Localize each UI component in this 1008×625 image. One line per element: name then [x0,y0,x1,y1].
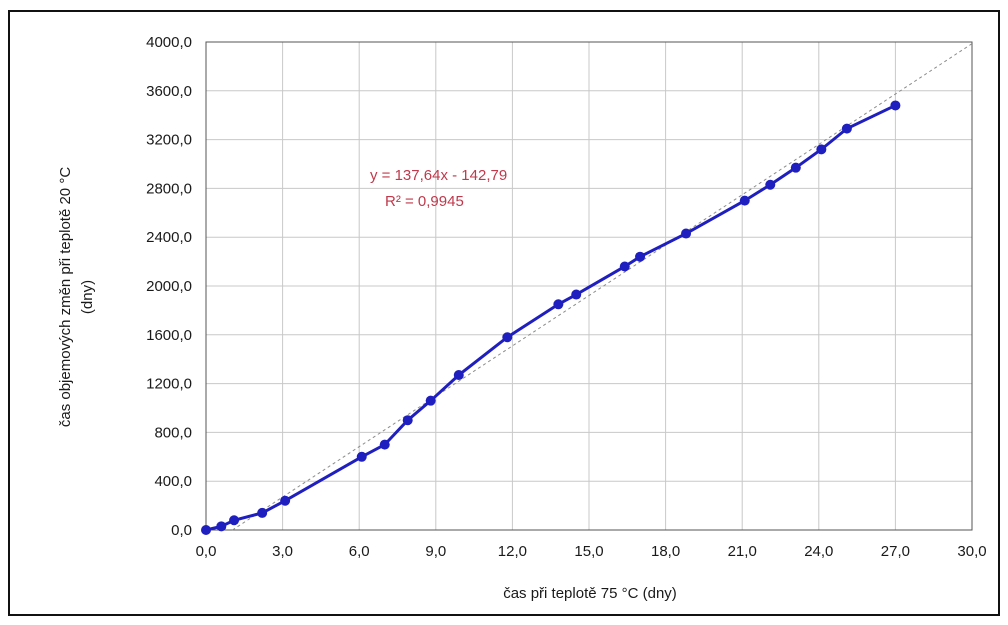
y-axis-title: čas objemových změn při teplotě 20 °C [57,167,74,427]
y-tick-label: 400,0 [154,473,192,490]
y-tick-label: 4000,0 [146,34,192,51]
data-point [257,507,268,518]
y-tick-label: 1200,0 [146,376,192,393]
data-point [280,495,291,506]
data-point [425,395,436,406]
x-tick-label: 9,0 [425,543,446,560]
y-tick-labels: 0,0 400,0 800,0 1200,0 1600,0 2000,0 2400,0 280… [146,34,192,539]
x-tick-label: 0,0 [196,543,217,560]
y-axis-title-unit: (dny) [79,280,96,314]
y-tick-label: 3200,0 [146,132,192,149]
data-point [453,370,464,381]
data-point [201,525,211,535]
data-point [890,100,901,111]
series-line [205,104,897,532]
chart-frame: 0,0 400,0 800,0 1200,0 1600,0 2000,0 2400,0 280… [8,10,1000,616]
data-point [553,299,564,310]
y-tick-label: 3600,0 [146,83,192,100]
x-tick-label: 27,0 [881,543,910,560]
trendline-r2: R² = 0,9945 [385,193,464,210]
data-point [229,515,240,526]
x-tick-label: 30,0 [957,543,986,560]
trendline-equation: y = 137,64x - 142,79 [370,167,507,184]
data-point [402,415,413,426]
x-tick-label: 6,0 [349,543,370,560]
y-tick-label: 2000,0 [146,278,192,295]
data-point [765,179,776,190]
plot-area-border [205,41,973,531]
x-tick-label: 21,0 [728,543,757,560]
data-point [379,439,390,450]
data-point [216,521,227,532]
data-point [681,228,692,239]
x-tick-label: 24,0 [804,543,833,560]
x-tick-label: 12,0 [498,543,527,560]
data-point [790,162,801,173]
data-point [816,144,827,155]
data-point [619,261,630,272]
x-tick-label: 15,0 [574,543,603,560]
y-tick-label: 800,0 [154,424,192,441]
y-tick-label: 2800,0 [146,180,192,197]
x-tick-label: 18,0 [651,543,680,560]
y-tick-label: 0,0 [171,522,192,539]
x-tick-labels: 0,0 3,0 6,0 9,0 12,0 15,0 18,0 21,0 24,0 27,0 30,0 [196,543,987,560]
data-point [356,451,367,462]
data-point [739,195,750,206]
y-tick-label: 2400,0 [146,229,192,246]
trendline [232,43,973,531]
data-point [571,289,582,300]
y-tick-label: 1600,0 [146,327,192,344]
chart: 0,0 400,0 800,0 1200,0 1600,0 2000,0 2400,0 280… [57,34,987,602]
x-axis-title: čas při teplotě 75 °C (dny) [503,585,677,602]
series-points [201,100,901,535]
x-tick-label: 3,0 [272,543,293,560]
data-point [502,332,513,343]
data-point [635,251,646,262]
data-point [841,123,852,134]
